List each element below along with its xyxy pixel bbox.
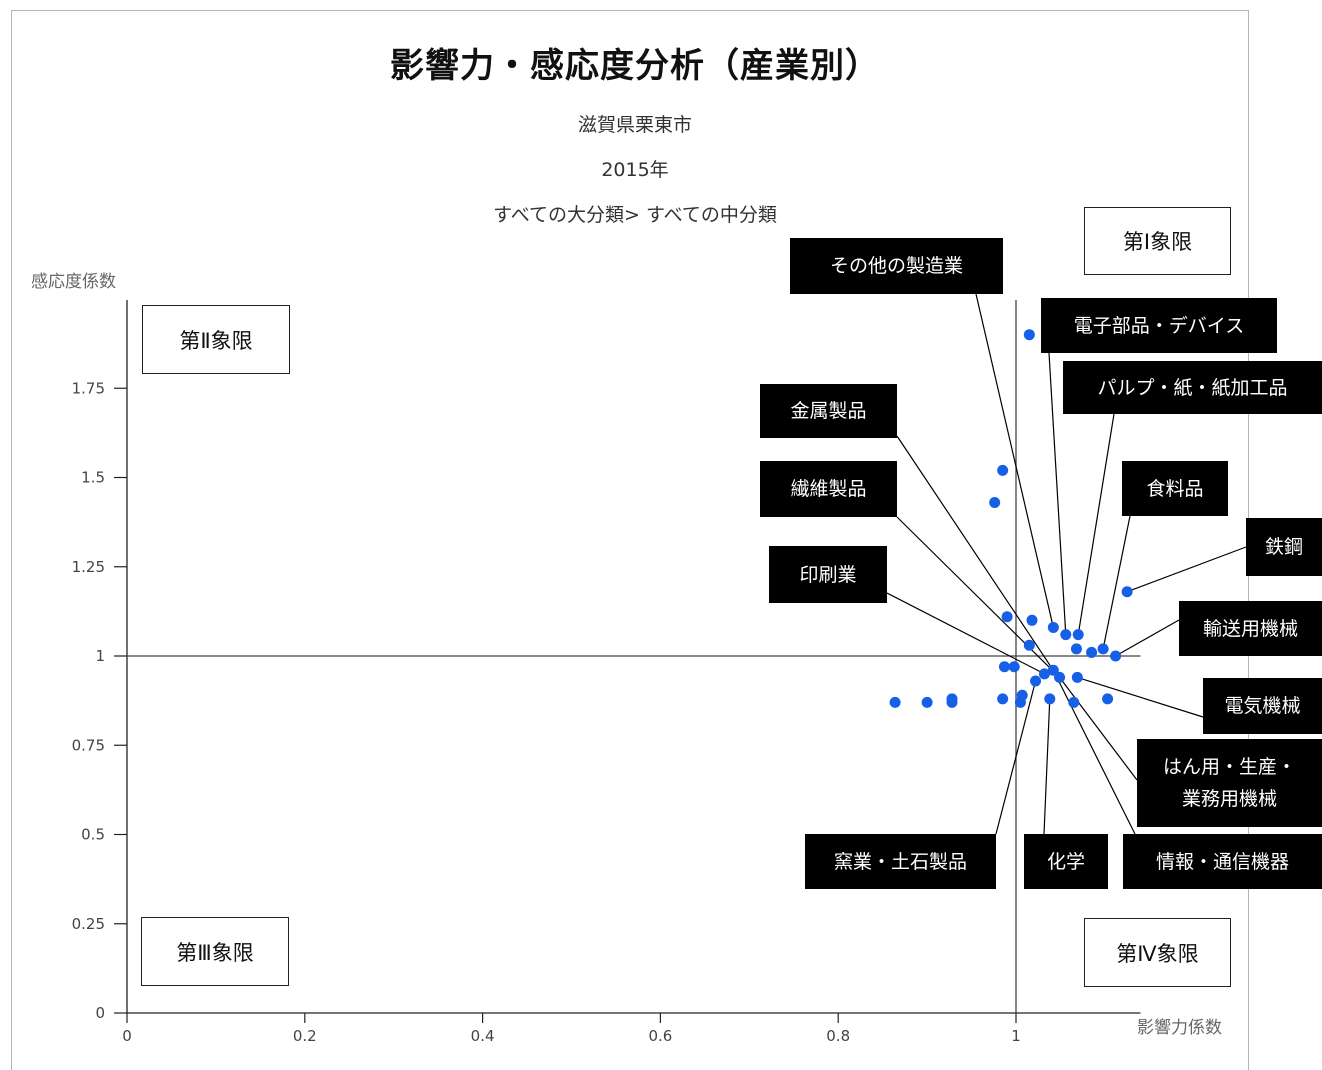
- x-tick-label: 0.2: [293, 1027, 317, 1045]
- annotation-label: 鉄鋼: [1246, 518, 1322, 576]
- annotation-label: 情報・通信機器: [1123, 834, 1322, 889]
- annotation-leader-line: [1077, 413, 1115, 635]
- x-tick-label: 0.8: [826, 1027, 850, 1045]
- data-point: [1030, 675, 1042, 687]
- annotation-leader-line: [1048, 352, 1067, 635]
- quadrant-2-label: 第Ⅱ象限: [142, 305, 290, 374]
- annotation-leader-line: [1126, 546, 1247, 593]
- annotation-label: 金属製品: [760, 384, 897, 438]
- y-axis-label: 感応度係数: [31, 272, 116, 292]
- data-point: [946, 693, 958, 705]
- annotation-leader-line: [1077, 676, 1204, 718]
- annotation-label: 化学: [1024, 834, 1108, 889]
- y-tick-label: 1.25: [72, 558, 105, 576]
- data-point: [1071, 671, 1083, 683]
- data-point: [989, 496, 1001, 508]
- data-point: [1026, 614, 1038, 626]
- data-point: [1044, 693, 1056, 705]
- x-tick-label: 0.6: [648, 1027, 672, 1045]
- data-point: [1102, 693, 1114, 705]
- annotation-label: 電気機械: [1203, 678, 1322, 734]
- x-tick-label: 1: [1011, 1027, 1021, 1045]
- annotation-label: その他の製造業: [790, 238, 1003, 294]
- x-tick-label: 0: [122, 1027, 132, 1045]
- data-point: [921, 696, 933, 708]
- annotation-leader-line: [886, 592, 1045, 675]
- chart-subtitle-year: 2015年: [601, 159, 669, 181]
- data-point: [1038, 668, 1050, 680]
- data-point: [1086, 646, 1098, 658]
- data-point: [1023, 639, 1035, 651]
- data-point: [1060, 629, 1072, 641]
- quadrant-1-label: 第Ⅰ象限: [1084, 207, 1231, 275]
- annotation-label: パルプ・紙・紙加工品: [1063, 361, 1322, 414]
- y-tick-label: 0.5: [81, 826, 105, 844]
- chart-frame: [11, 10, 1249, 1070]
- annotation-leader-line: [995, 680, 1037, 835]
- y-tick-label: 1: [95, 647, 105, 665]
- data-point: [1068, 696, 1080, 708]
- data-point: [1023, 329, 1035, 341]
- data-point: [997, 693, 1009, 705]
- chart-title: 影響力・感応度分析（産業別）: [390, 46, 880, 86]
- annotation-label: 電子部品・デバイス: [1041, 298, 1277, 353]
- annotation-leader-line: [1102, 515, 1131, 649]
- y-tick-label: 0.75: [72, 736, 105, 754]
- annotation-leader-line: [896, 435, 1054, 671]
- data-point: [1110, 650, 1122, 662]
- annotation-label: 輸送用機械: [1179, 601, 1322, 656]
- annotation-leader-line: [1052, 670, 1136, 835]
- data-point: [889, 696, 901, 708]
- data-point: [1001, 611, 1013, 623]
- quadrant-4-label: 第Ⅳ象限: [1084, 918, 1231, 987]
- annotation-label: 窯業・土石製品: [805, 834, 996, 889]
- y-tick-label: 0: [95, 1004, 105, 1022]
- annotation-leader-line: [1043, 698, 1051, 835]
- x-axis-label: 影響力係数: [1137, 1018, 1222, 1038]
- chart-subtitle-category: すべての大分類> すべての中分類: [493, 204, 777, 226]
- data-point: [1047, 664, 1059, 676]
- chart-subtitle-region: 滋賀県栗東市: [577, 114, 692, 136]
- data-point: [1097, 643, 1109, 655]
- annotation-label: 印刷業: [769, 546, 887, 603]
- y-tick-label: 1.75: [72, 379, 105, 397]
- data-point: [1047, 621, 1059, 633]
- data-point: [998, 661, 1010, 673]
- data-point: [1054, 671, 1066, 683]
- annotation-label: 食料品: [1122, 461, 1228, 516]
- data-point: [997, 464, 1009, 476]
- annotation-label: はん用・生産・ 業務用機械: [1137, 739, 1322, 827]
- data-point: [1070, 643, 1082, 655]
- annotation-leader-line: [1115, 619, 1180, 657]
- y-tick-label: 1.5: [81, 469, 105, 487]
- data-point: [1014, 696, 1026, 708]
- annotation-leader-line: [975, 293, 1054, 628]
- annotation-leader-line: [1059, 677, 1138, 781]
- annotation-leader-line: [896, 516, 1060, 678]
- x-tick-label: 0.4: [471, 1027, 495, 1045]
- data-point: [1072, 629, 1084, 641]
- y-tick-label: 0.25: [72, 915, 105, 933]
- data-point: [1008, 661, 1020, 673]
- data-point: [1121, 586, 1133, 598]
- annotation-label: 繊維製品: [760, 461, 897, 517]
- quadrant-3-label: 第Ⅲ象限: [141, 917, 289, 986]
